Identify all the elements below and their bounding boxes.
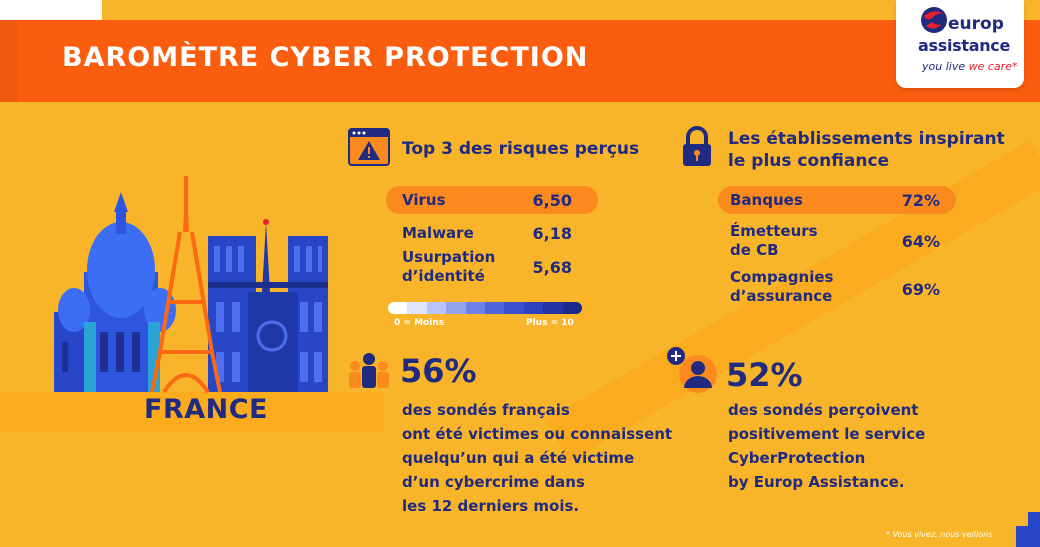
victims-percent: 56%	[400, 352, 477, 390]
risk-value-virus: 6,50	[532, 191, 572, 210]
trust-value-banques: 72%	[901, 191, 940, 210]
header-shadow	[0, 20, 18, 102]
logo-line2: assistance	[918, 36, 1011, 55]
logo-tagline-a: you live	[922, 60, 969, 73]
header-band	[18, 20, 1040, 102]
logo-tagline-b: we care*	[968, 60, 1018, 73]
rating-scale-bar	[388, 302, 582, 314]
scale-min-label: 0 = Moins	[394, 318, 445, 328]
risk-value-usurpation: 5,68	[532, 258, 572, 277]
corner-steps-decoration	[1016, 512, 1040, 547]
risk-label-virus: Virus	[402, 191, 446, 209]
trust-label-emetteurs: Émetteurs de CB	[730, 222, 818, 259]
logo-line1: europ	[948, 14, 1004, 34]
trust-value-emetteurs: 64%	[901, 232, 940, 251]
france-band	[0, 392, 384, 432]
page-title: BAROMÈTRE CYBER PROTECTION	[62, 42, 589, 73]
trust-highlight-row	[718, 186, 956, 214]
browser-warning-icon	[348, 128, 390, 166]
risk-label-malware: Malware	[402, 224, 474, 242]
victims-text: des sondés français ont été victimes ou …	[402, 401, 673, 515]
risk-value-malware: 6,18	[532, 224, 572, 243]
trust-title: Les établissements inspirant le plus con…	[728, 129, 1005, 171]
paris-monuments-illustration	[54, 172, 328, 394]
risks-title: Top 3 des risques perçus	[402, 139, 640, 159]
trust-label-banques: Banques	[730, 191, 803, 209]
country-label: FRANCE	[144, 394, 268, 425]
footnote: * Vous vivez, nous veillons	[886, 530, 993, 539]
header-corner	[0, 0, 102, 20]
trust-label-compagnies: Compagnies d’assurance	[730, 268, 834, 305]
risks-highlight-row	[386, 186, 598, 214]
people-group-icon	[349, 353, 389, 388]
scale-max-label: Plus = 10	[526, 318, 574, 328]
padlock-icon	[683, 126, 711, 166]
risk-label-usurpation: Usurpation d’identité	[402, 248, 496, 285]
trust-value-compagnies: 69%	[901, 280, 940, 299]
logo-swirl-icon	[921, 7, 947, 33]
service-percent: 52%	[726, 356, 803, 394]
service-text: des sondés perçoivent positivement le se…	[728, 401, 926, 491]
logo-tagline: you live we care*	[922, 60, 1017, 73]
user-plus-icon	[667, 347, 717, 393]
europ-assistance-logo: europ assistance you live we care*	[896, 0, 1024, 88]
